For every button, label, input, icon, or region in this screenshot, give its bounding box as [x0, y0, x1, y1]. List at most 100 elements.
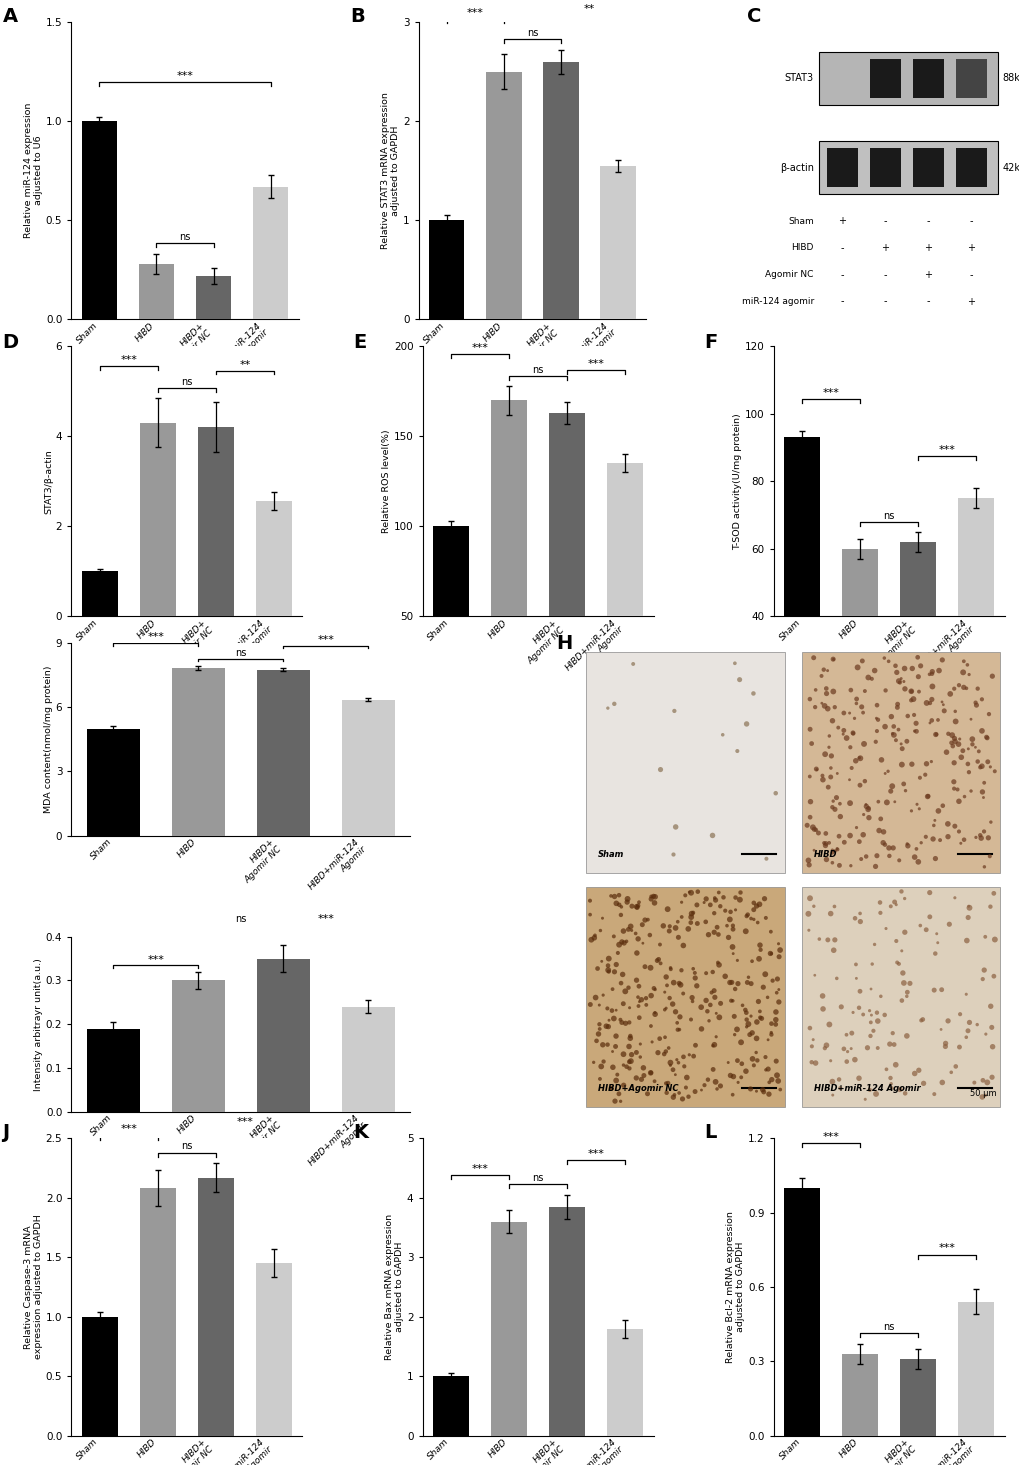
Point — [622, 1027, 638, 1050]
Point — [681, 1043, 697, 1067]
Point — [887, 653, 903, 677]
Point — [936, 1034, 953, 1058]
Point — [845, 722, 861, 746]
Point — [867, 730, 883, 753]
Point — [733, 1030, 749, 1053]
Bar — [606, 1329, 642, 1436]
Point — [614, 920, 631, 943]
Point — [931, 828, 948, 851]
Bar — [87, 1028, 140, 1112]
Point — [739, 902, 755, 926]
Point — [588, 1028, 604, 1052]
Point — [664, 1058, 681, 1081]
Point — [893, 753, 909, 776]
Bar — [341, 1006, 394, 1112]
Point — [590, 1023, 606, 1046]
Point — [950, 674, 966, 697]
Point — [625, 652, 641, 675]
Point — [901, 971, 917, 995]
Point — [975, 771, 991, 794]
Point — [737, 1059, 753, 1083]
Point — [820, 735, 837, 759]
Bar — [869, 148, 900, 188]
Point — [621, 1011, 637, 1034]
Point — [909, 665, 925, 689]
Point — [917, 919, 933, 942]
Point — [742, 1005, 758, 1028]
Point — [899, 705, 915, 728]
Point — [875, 646, 892, 670]
Text: ***: *** — [937, 1244, 955, 1254]
Point — [983, 665, 1000, 689]
Point — [727, 977, 743, 1001]
Point — [740, 965, 756, 989]
Point — [976, 924, 993, 948]
Point — [899, 980, 915, 1004]
Point — [890, 670, 906, 693]
Point — [664, 1086, 681, 1109]
Point — [638, 993, 654, 1017]
Point — [615, 932, 632, 955]
Point — [896, 1081, 912, 1105]
Bar — [486, 72, 521, 319]
Point — [721, 908, 738, 932]
Point — [912, 655, 928, 678]
Point — [685, 957, 701, 980]
Point — [649, 1042, 665, 1065]
Point — [844, 1001, 860, 1024]
Point — [718, 914, 735, 938]
Point — [833, 995, 849, 1018]
Point — [671, 1018, 687, 1042]
Point — [770, 977, 787, 1001]
Point — [614, 992, 631, 1015]
Point — [819, 775, 836, 798]
Text: HIBD: HIBD — [791, 243, 813, 252]
Point — [726, 1005, 742, 1028]
Point — [859, 665, 875, 689]
Point — [911, 914, 927, 938]
Bar — [585, 886, 784, 1108]
Point — [853, 696, 869, 719]
Point — [751, 933, 767, 957]
Point — [877, 1058, 894, 1081]
Point — [754, 976, 770, 999]
Point — [877, 917, 894, 941]
Point — [858, 1036, 874, 1059]
Point — [657, 996, 674, 1020]
Point — [701, 993, 717, 1017]
Point — [707, 1026, 723, 1049]
Bar — [256, 501, 291, 617]
Point — [754, 1078, 770, 1102]
Point — [907, 837, 923, 860]
Point — [814, 998, 830, 1021]
Bar — [784, 1188, 819, 1436]
Point — [729, 740, 745, 763]
Point — [841, 768, 857, 791]
Point — [684, 990, 700, 1014]
Point — [666, 1064, 683, 1087]
Point — [815, 831, 832, 854]
Point — [824, 939, 841, 963]
Point — [655, 1042, 672, 1065]
Point — [593, 949, 609, 973]
Point — [828, 838, 845, 861]
Point — [621, 996, 637, 1020]
Point — [959, 905, 975, 929]
Text: ns: ns — [234, 648, 247, 658]
Point — [824, 790, 841, 813]
Text: ***: *** — [822, 388, 839, 397]
Point — [711, 1074, 728, 1097]
Text: STAT3: STAT3 — [784, 73, 813, 84]
Point — [646, 1001, 662, 1024]
Bar — [801, 886, 1000, 1108]
Point — [671, 1081, 687, 1105]
Point — [895, 971, 911, 995]
Text: -: - — [882, 217, 887, 226]
Bar — [585, 652, 784, 873]
Point — [697, 989, 713, 1012]
Point — [581, 889, 597, 913]
Point — [685, 901, 701, 924]
Point — [855, 732, 871, 756]
Point — [815, 694, 832, 718]
Point — [975, 856, 991, 879]
